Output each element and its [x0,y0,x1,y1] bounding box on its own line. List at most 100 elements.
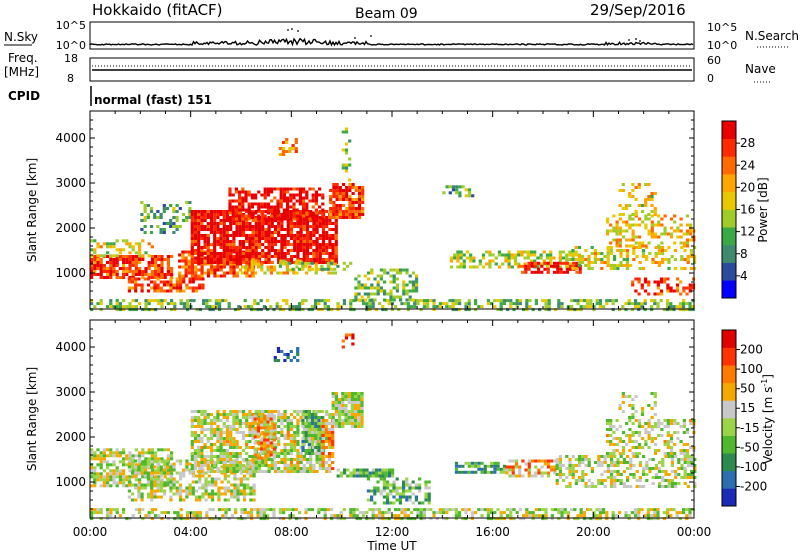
echo-cell-585 [150,451,154,455]
echo-cell-735 [159,465,163,469]
echo-cell-1640 [244,196,248,200]
echo-cell-1945 [360,422,364,425]
echo-cell-868 [210,495,215,499]
echo-cell-1670 [260,193,264,197]
echo-cell-1929 [357,410,361,413]
echo-cell-1726 [282,211,286,215]
echo-cell-187 [394,305,398,309]
echo-cell-2083 [408,486,412,490]
echo-cell-66 [186,308,190,312]
echo-cell-13 [115,299,119,303]
echo-cell-1512 [299,467,303,470]
echo-cell-2272 [545,256,550,260]
echo-cell-41 [160,511,164,515]
echo-cell-2018 [288,261,292,265]
echo-cell-791 [200,274,204,278]
echo-cell-17 [109,514,113,518]
echo-cell-1833 [263,271,267,275]
echo-cell-338 [586,508,590,512]
echo-cell-2592 [666,232,670,236]
echo-cell-740 [159,483,163,487]
echo-cell-1090 [213,419,217,422]
echo-cell-1407 [277,455,281,458]
echo-cell-511 [154,267,158,270]
echo-cell-1891 [294,150,298,153]
echo-cell-237 [467,308,471,312]
echo-cell-2267 [539,262,543,266]
echo-cell-1217 [254,252,258,255]
echo-cell-2047 [354,277,358,281]
echo-cell-1463 [289,443,294,446]
echo-cell-501 [150,258,154,261]
echo-cell-766 [172,462,176,466]
echo-cell-2060 [360,295,364,299]
echo-cell-369 [678,305,682,309]
echo-cell-1216 [254,249,258,252]
echo-cell-64 [186,302,190,306]
echo-cell-428 [93,475,97,479]
echo-cell-240 [474,308,478,312]
echo-cell-848 [232,268,236,272]
echo-cell-2055 [357,286,361,290]
echo-cell-1778 [317,446,321,449]
echo-cell-270 [525,302,529,306]
echo-cell-1980 [349,471,353,475]
echo-cell-2152 [415,286,419,290]
echo-cell-124 [291,308,295,312]
echo-cell-49 [160,302,164,306]
echo-cell-2342 [556,267,560,271]
echo-cell-794 [203,259,207,263]
echo-cell-1969 [351,216,355,219]
echo-cell-2049 [386,501,390,505]
echo-cell-1452 [305,240,310,243]
echo-cell-676 [143,204,147,207]
echo-cell-236 [442,508,446,512]
echo-cell-2633 [621,213,625,216]
echo-cell-2377 [581,258,585,261]
echo-cell-2362 [578,270,582,274]
echo-cell-1847 [331,422,335,425]
echo-cell-906 [226,489,231,493]
echo-cell-1954 [348,201,352,204]
echo-cell-1022 [216,228,220,231]
echo-cell-309 [586,299,590,303]
echo-cell-1418 [280,449,284,452]
echo-cell-366 [630,511,634,515]
echo-cell-1128 [219,452,223,455]
echo-cell-2110 [392,280,396,284]
echo-cell-406 [685,514,689,518]
echo-cell-1795 [321,437,325,440]
echo-cell-2249 [526,250,530,254]
echo-cell-407 [99,270,103,273]
echo-cell-864 [210,480,215,484]
echo-cell-542 [170,270,174,273]
echo-cell-1496 [315,237,319,240]
echo-cell-805 [188,468,192,472]
echo-cell-747 [162,471,167,475]
echo-cell-1792 [321,425,325,428]
echo-cell-1259 [264,240,268,243]
echo-cell-649 [127,459,131,463]
echo-cell-1448 [305,228,310,231]
echo-cell-1493 [296,434,300,437]
echo-cell-1669 [257,217,261,221]
echo-cell-2102 [424,483,428,487]
echo-cell-2068 [367,286,371,290]
echo-cell-1168 [229,413,233,416]
echo-cell-1745 [289,217,293,221]
echo-cell-2182 [456,265,460,269]
echo-cell-634 [169,277,173,281]
echo-cell-1016 [213,261,217,264]
echo-cell-2580 [657,220,661,224]
echo-cell-1507 [318,219,322,222]
echo-cell-352 [602,508,606,512]
echo-cell-221 [451,299,455,303]
echo-cell-337 [630,308,634,312]
echo-cell-523 [128,457,132,461]
echo-cell-1531 [321,246,326,249]
echo-cell-446 [99,475,103,479]
echo-cell-1830 [331,434,335,437]
echo-cell-1655 [256,447,260,451]
echo-cell-2313 [521,270,525,274]
echo-cell-1591 [334,249,338,252]
